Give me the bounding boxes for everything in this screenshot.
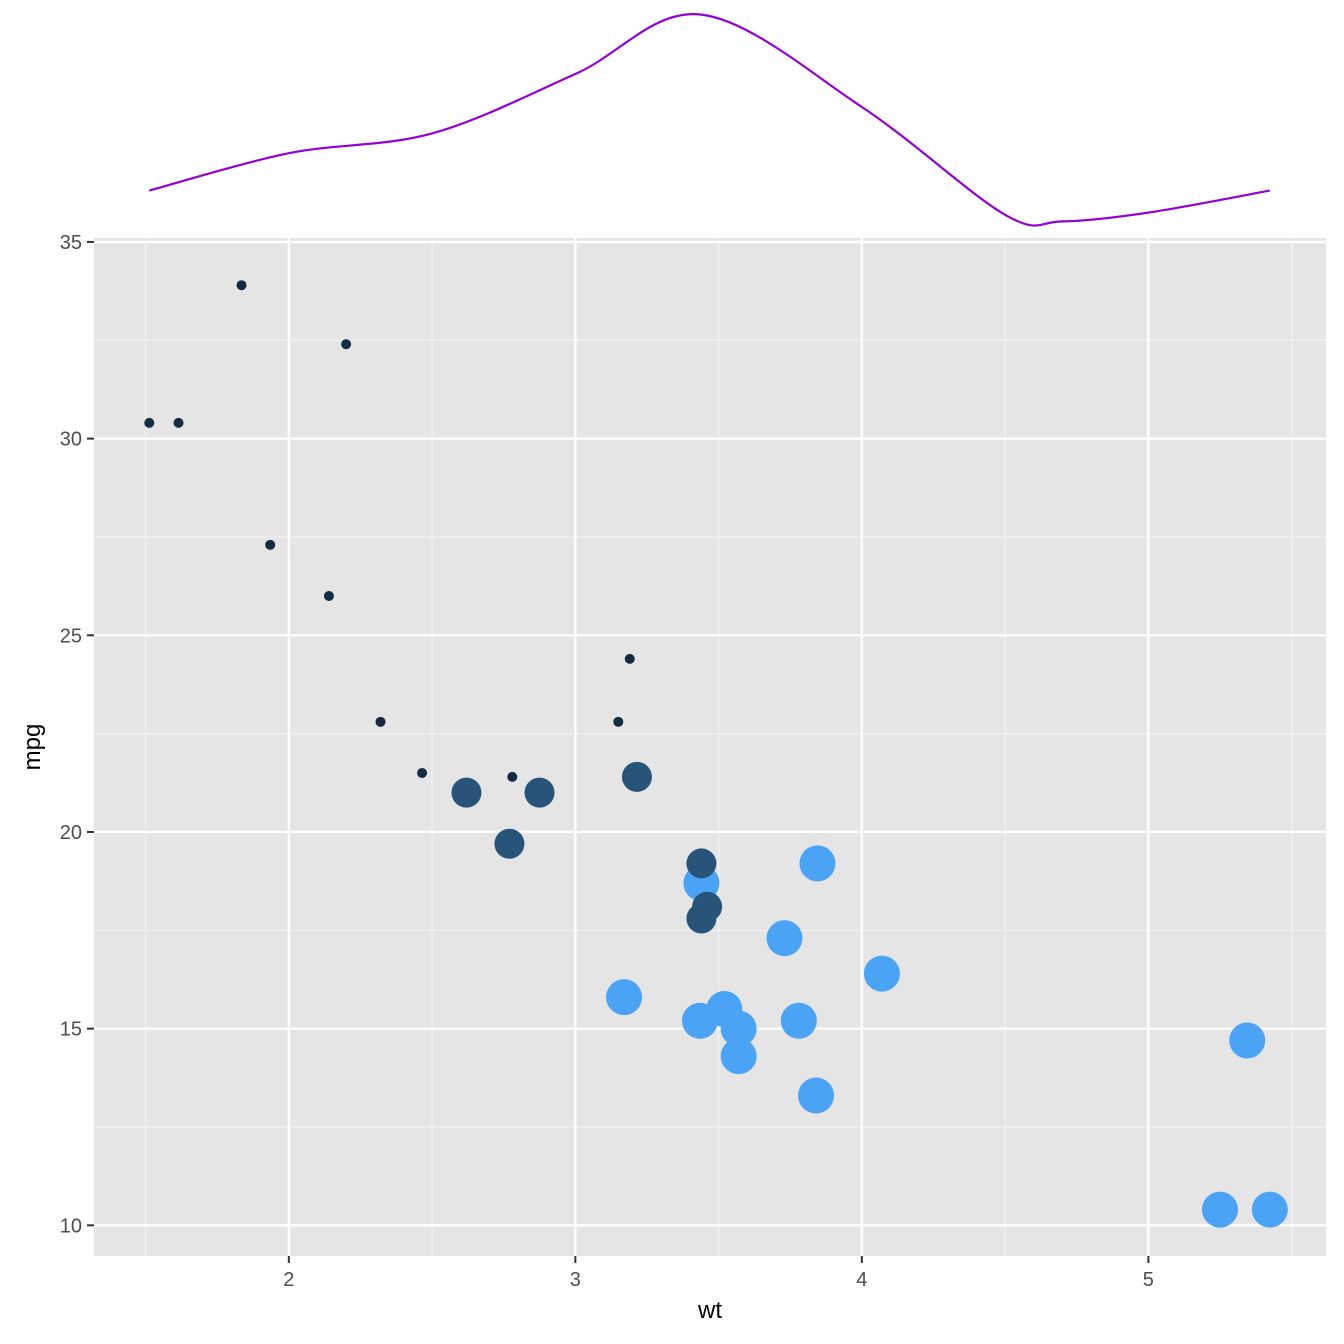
x-tick-label: 3 <box>570 1269 581 1291</box>
point-cyl-4 <box>624 653 635 664</box>
x-tick-label: 5 <box>1143 1269 1154 1291</box>
grid-lines <box>94 238 1326 1256</box>
point-cyl-8 <box>606 979 643 1016</box>
plot-panel <box>94 238 1326 1256</box>
point-cyl-4 <box>417 767 428 778</box>
point-cyl-8 <box>720 1010 757 1047</box>
point-cyl-8 <box>798 1077 835 1114</box>
marginal-density-plot <box>149 13 1271 227</box>
point-cyl-4 <box>144 417 155 428</box>
axes: 2 3 4 5 10 15 20 25 30 35 <box>60 232 1154 1291</box>
point-cyl-4 <box>507 771 518 782</box>
x-tick-label: 4 <box>856 1269 867 1291</box>
point-cyl-8 <box>720 1038 757 1075</box>
point-cyl-4 <box>613 716 624 727</box>
point-cyl-6 <box>524 777 555 808</box>
point-cyl-8 <box>766 920 803 957</box>
point-cyl-4 <box>236 280 247 291</box>
point-cyl-4 <box>341 339 352 350</box>
point-cyl-6 <box>692 891 723 922</box>
y-tick-label: 15 <box>60 1019 82 1041</box>
y-tick-label: 10 <box>60 1215 82 1237</box>
x-axis-title: wt <box>697 1297 722 1324</box>
point-cyl-8 <box>799 845 836 882</box>
density-curve <box>149 13 1271 227</box>
y-tick-label: 20 <box>60 822 82 844</box>
point-cyl-8 <box>1251 1191 1288 1228</box>
point-cyl-4 <box>323 590 334 601</box>
point-cyl-4 <box>265 539 276 550</box>
point-cyl-6 <box>494 828 525 859</box>
point-cyl-8 <box>780 1002 817 1039</box>
point-cyl-4 <box>173 417 184 428</box>
point-cyl-8 <box>863 955 900 992</box>
y-axis-title: mpg <box>19 724 46 771</box>
data-points <box>144 280 1288 1228</box>
point-cyl-6 <box>621 761 652 792</box>
point-cyl-8 <box>1201 1191 1238 1228</box>
point-cyl-8 <box>1229 1022 1266 1059</box>
point-cyl-4 <box>375 716 386 727</box>
x-tick-label: 2 <box>283 1269 294 1291</box>
y-tick-label: 25 <box>60 625 82 647</box>
y-tick-label: 35 <box>60 232 82 254</box>
point-cyl-6 <box>686 848 717 879</box>
y-tick-label: 30 <box>60 429 82 451</box>
point-cyl-6 <box>451 777 482 808</box>
